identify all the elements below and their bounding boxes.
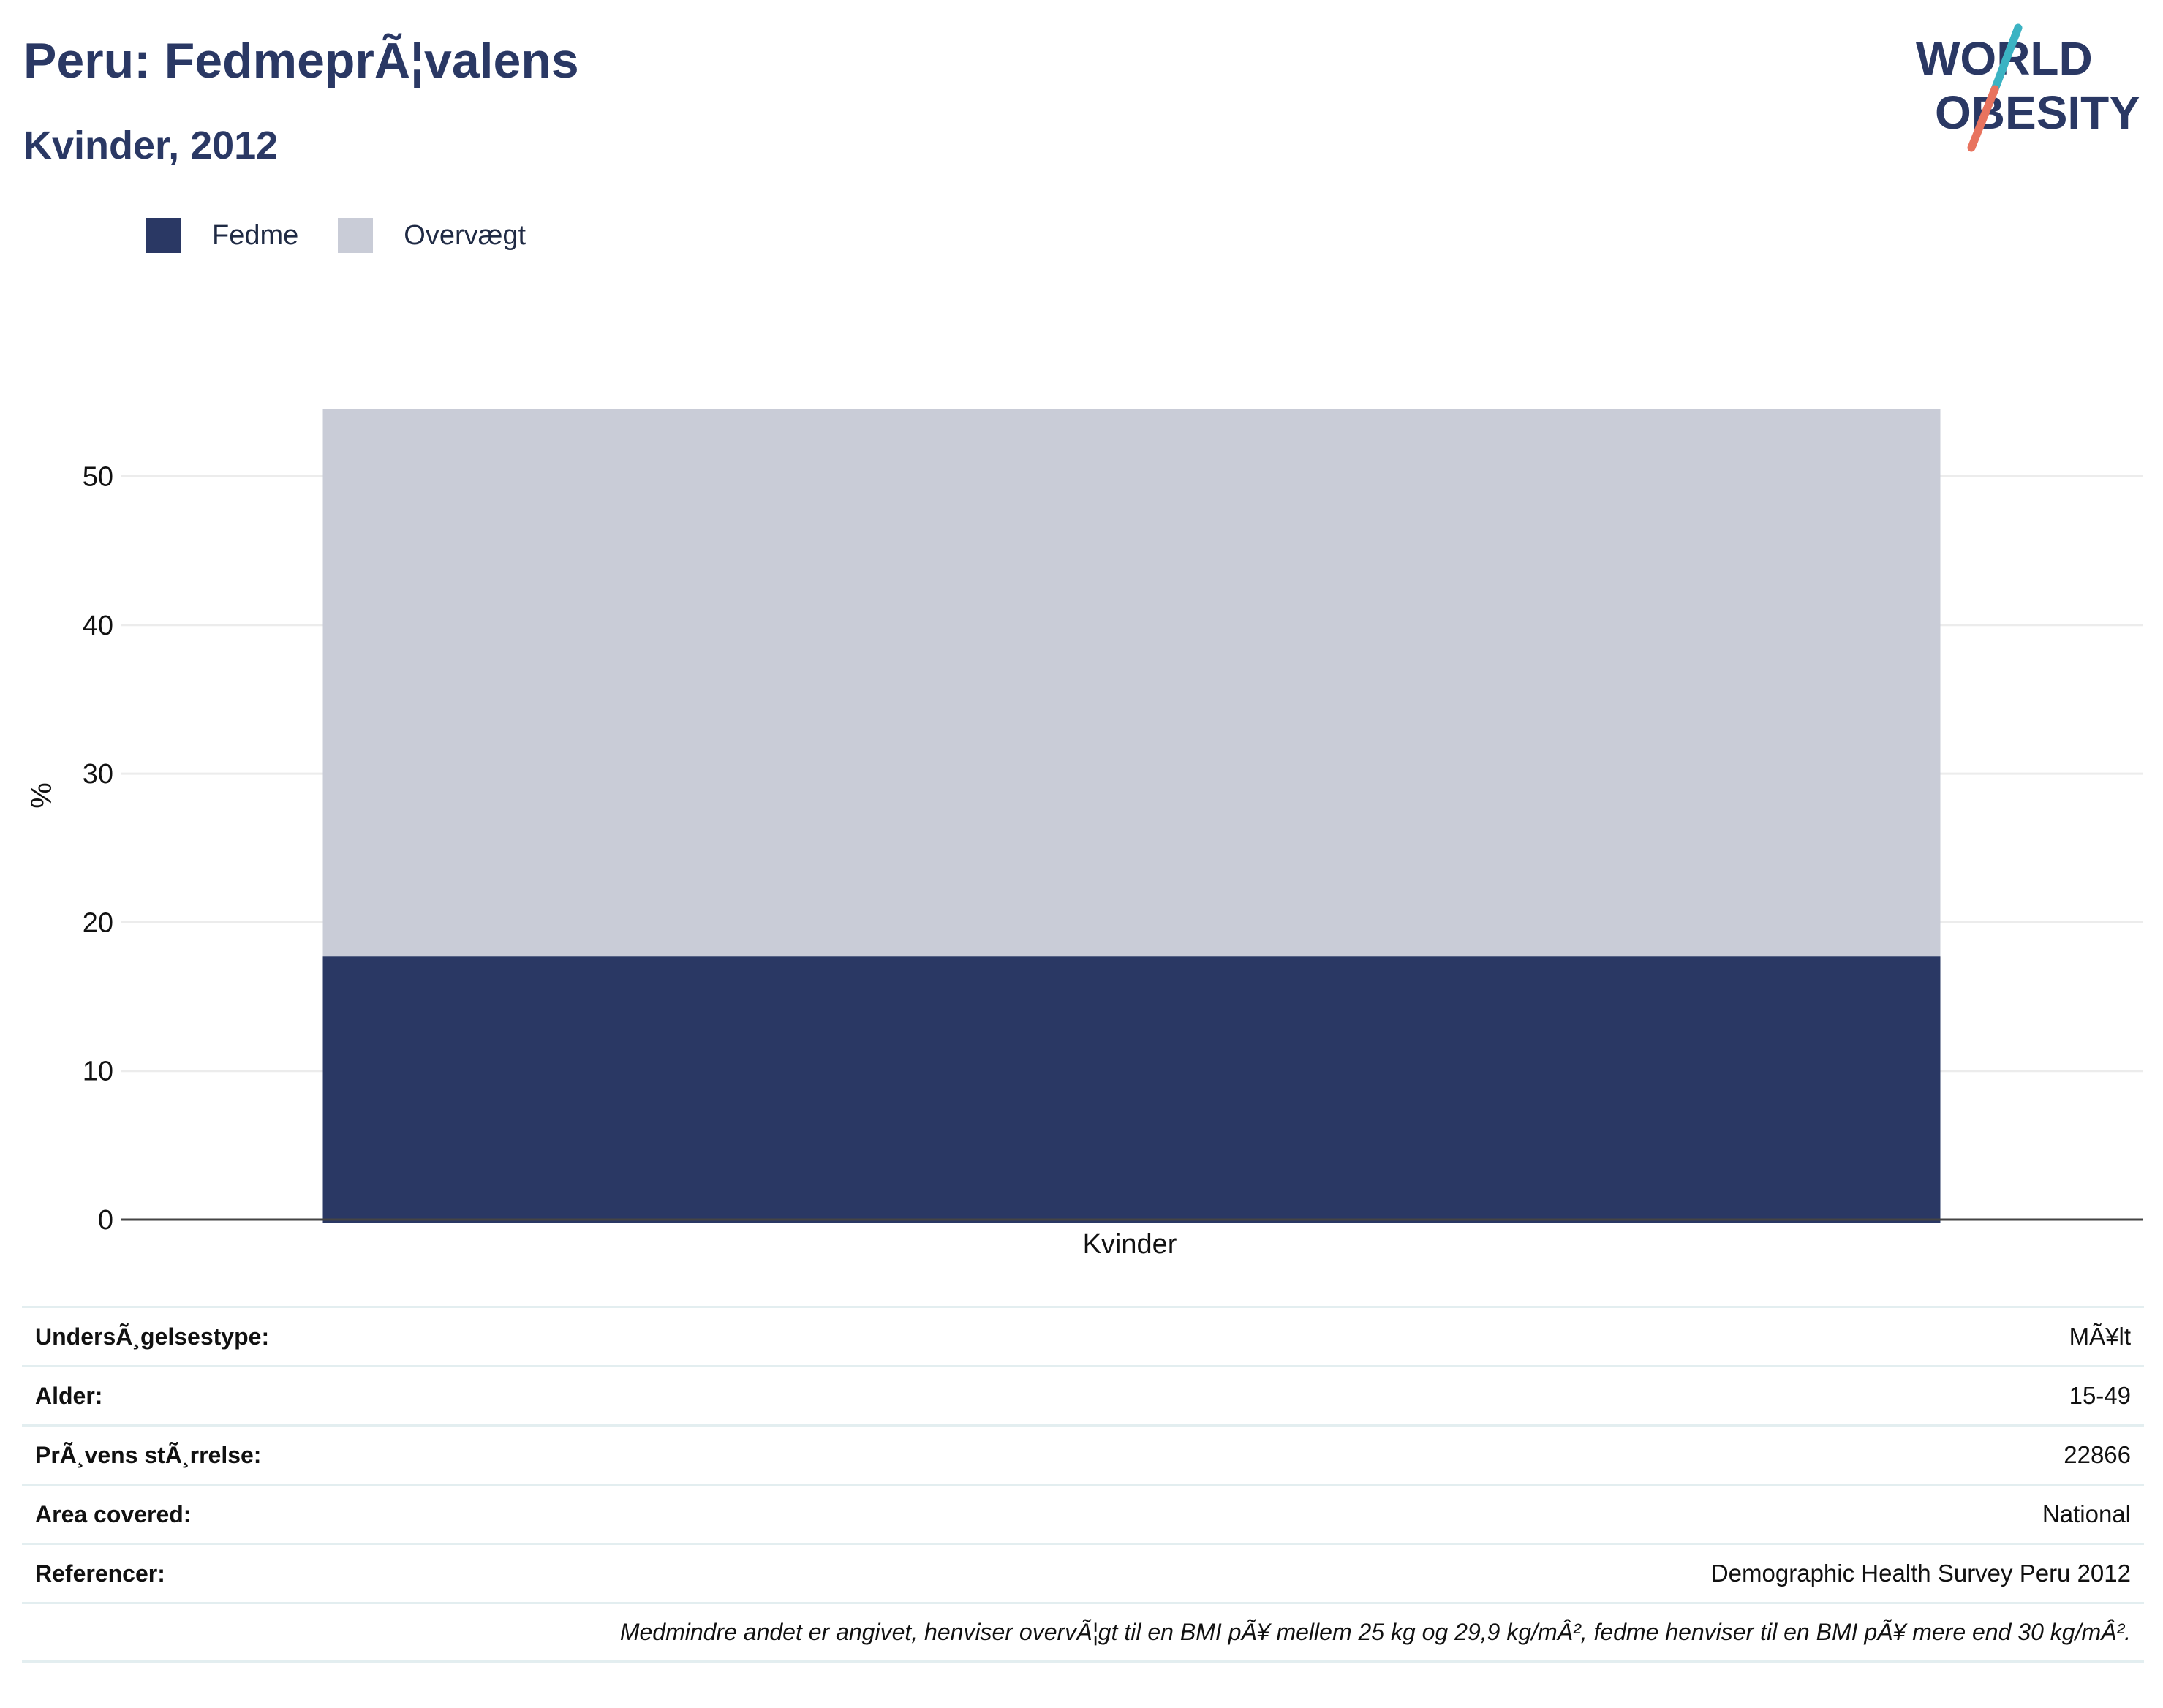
- info-value: MÃ¥lt: [2069, 1323, 2131, 1350]
- logo-line2: OBESITY: [1935, 86, 2140, 139]
- info-row: UndersÃ¸gelsestype: MÃ¥lt: [22, 1306, 2144, 1365]
- footnote-text: Medmindre andet er angivet, henviser ove…: [619, 1619, 2131, 1645]
- legend-label-fedme: Fedme: [212, 219, 299, 251]
- info-value: 22866: [2064, 1441, 2131, 1468]
- info-table: UndersÃ¸gelsestype: MÃ¥lt Alder: 15-49 P…: [22, 1306, 2144, 1663]
- bar-chart: 0 10 20 30 40 50 Kvinder %: [26, 409, 2143, 1260]
- info-row: PrÃ¸vens stÃ¸rrelse: 22866: [22, 1424, 2144, 1484]
- y-tick-labels: 0 10 20 30 40 50: [83, 461, 113, 1236]
- y-tick-label: 0: [98, 1205, 113, 1236]
- info-value: 15-49: [2069, 1382, 2131, 1409]
- world-obesity-logo: WORLD OBESITY: [1916, 23, 2140, 152]
- bar-segment-overvaegt[interactable]: [322, 409, 1941, 957]
- legend-swatch-fedme: [146, 218, 181, 253]
- info-key: Area covered:: [35, 1500, 192, 1527]
- legend-swatch-overvaegt: [338, 218, 374, 253]
- chart-legend: Fedme Overvægt: [146, 216, 565, 254]
- logo-slash-bottom: [1967, 85, 1999, 152]
- y-axis-title: %: [26, 782, 58, 809]
- info-value: Demographic Health Survey Peru 2012: [1710, 1560, 2131, 1587]
- bar-segment-fedme[interactable]: [322, 956, 1941, 1223]
- legend-label-overvaegt: Overvægt: [404, 219, 526, 251]
- logo-slash-top: [1990, 23, 2023, 94]
- x-category-label: Kvinder: [1083, 1229, 1177, 1260]
- page-subtitle: Kvinder, 2012: [23, 124, 279, 167]
- bars: [322, 409, 1941, 1223]
- y-tick-label: 10: [83, 1057, 113, 1087]
- info-key: Alder:: [35, 1382, 103, 1409]
- info-key: UndersÃ¸gelsestype:: [35, 1323, 270, 1350]
- info-key: PrÃ¸vens stÃ¸rrelse:: [35, 1441, 262, 1468]
- footnote: Medmindre andet er angivet, henviser ove…: [22, 1602, 2144, 1663]
- legend-item-fedme[interactable]: Fedme: [146, 218, 298, 253]
- y-tick-label: 20: [83, 907, 113, 938]
- info-row: Alder: 15-49: [22, 1365, 2144, 1424]
- info-row: Area covered: National: [22, 1484, 2144, 1543]
- info-row: Referencer: Demographic Health Survey Pe…: [22, 1543, 2144, 1602]
- page-title: Peru: FedmeprÃ¦valens: [23, 33, 579, 88]
- legend-item-overvaegt[interactable]: Overvægt: [338, 218, 526, 253]
- y-tick-label: 30: [83, 759, 113, 790]
- y-tick-label: 40: [83, 611, 113, 641]
- y-tick-label: 50: [83, 461, 113, 492]
- info-value: National: [2042, 1500, 2131, 1527]
- info-key: Referencer:: [35, 1560, 165, 1587]
